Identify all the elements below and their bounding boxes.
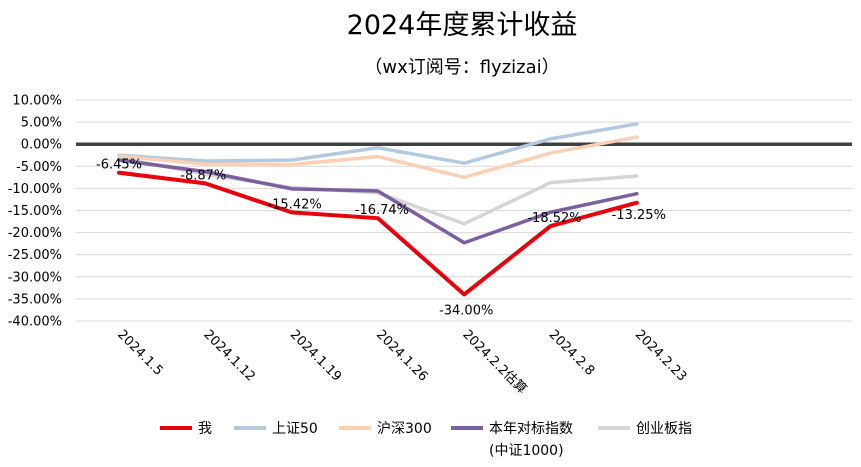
series-line-我 xyxy=(117,170,639,297)
y-tick-label: -10.00% xyxy=(8,182,62,197)
y-tick-label: -5.00% xyxy=(16,160,62,175)
chart-subtitle: （wx订阅号：flyzizai） xyxy=(364,57,559,78)
data-label: -6.45% xyxy=(96,158,142,173)
legend-entry: 上证50 xyxy=(272,421,318,437)
y-tick-label: -30.00% xyxy=(8,270,62,285)
x-axis-ticks: 2024.1.5 2024.1.12 2024.1.19 2024.1.26 2024.… xyxy=(114,327,689,397)
y-tick-label: -25.00% xyxy=(8,248,62,263)
legend-entry-sub: (中证1000) xyxy=(489,443,564,459)
series-line-本年对标指数 xyxy=(117,158,639,245)
series-line-上证50 xyxy=(117,122,639,165)
x-tick-label: 2024.1.26 xyxy=(373,327,430,384)
data-label: -16.74% xyxy=(355,203,409,218)
data-labels: -6.45% -8.87% -15.42% -16.74% -34.00% -18.52%… xyxy=(96,158,666,319)
series-lines xyxy=(117,122,639,297)
legend-entry: 我 xyxy=(198,421,212,437)
x-tick-label: 2024.1.5 xyxy=(114,327,166,379)
y-axis-ticks: 10.00% 5.00% 0.00% -5.00% -10.00% -15.00% -20.… xyxy=(8,94,62,330)
data-label: -8.87% xyxy=(180,168,226,183)
y-tick-label: -20.00% xyxy=(8,226,62,241)
y-tick-label: 5.00% xyxy=(21,116,62,131)
legend-entry: 本年对标指数 xyxy=(489,421,573,437)
x-tick-label: 2024.2.23 xyxy=(632,327,689,384)
legend: 我 上证50 沪深300 本年对标指数 (中证1000) 创业板指 xyxy=(160,421,692,459)
y-tick-label: 0.00% xyxy=(21,138,62,153)
data-label: -18.52% xyxy=(527,211,581,226)
x-tick-label: 2024.1.12 xyxy=(200,327,257,384)
y-tick-label: -15.00% xyxy=(8,204,62,219)
series-line-沪深300 xyxy=(117,135,639,180)
y-tick-label: -40.00% xyxy=(8,315,62,330)
y-tick-label: 10.00% xyxy=(12,94,62,109)
gridlines xyxy=(76,99,852,322)
x-tick-label: 2024.2.2估算 xyxy=(459,327,529,397)
data-label: -13.25% xyxy=(612,208,666,223)
y-tick-label: -35.00% xyxy=(8,292,62,307)
legend-entry: 沪深300 xyxy=(377,421,432,437)
chart-title: 2024年度累计收益 xyxy=(347,10,578,41)
legend-entry: 创业板指 xyxy=(636,421,692,437)
x-tick-label: 2024.2.8 xyxy=(546,327,598,379)
x-tick-label: 2024.1.19 xyxy=(287,327,344,384)
data-label: -34.00% xyxy=(439,303,493,318)
data-label: -15.42% xyxy=(267,197,321,212)
